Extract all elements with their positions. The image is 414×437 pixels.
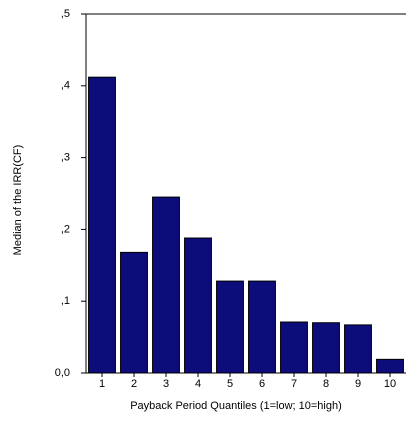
bar [312,322,340,374]
y-tick-label: ,3 [61,152,70,164]
x-tick-label: 3 [163,378,169,390]
x-tick-label: 9 [355,378,361,390]
y-tick-label: ,1 [61,295,70,307]
y-axis-title: Median of the IRR(CF) [12,145,24,256]
x-tick-label: 6 [259,378,265,390]
x-tick-label: 10 [384,378,396,390]
bar [88,76,116,374]
x-tick-label: 7 [291,378,297,390]
x-axis-title: Payback Period Quantiles (1=low; 10=high… [130,400,342,412]
x-tick-label: 1 [99,378,105,390]
bar [216,280,244,374]
y-tick-label: ,2 [61,223,70,235]
bar [120,251,148,374]
x-tick-label: 2 [131,378,137,390]
bar [280,321,308,374]
bar [184,237,212,374]
bar [344,324,372,374]
y-tick-label: ,5 [61,8,70,20]
bar [248,280,276,374]
bar [152,196,180,374]
y-tick-label: 0,0 [55,367,70,379]
bar [376,358,404,374]
x-tick-label: 8 [323,378,329,390]
y-tick-label: ,4 [61,80,70,92]
x-tick-label: 4 [195,378,201,390]
x-tick-label: 5 [227,378,233,390]
